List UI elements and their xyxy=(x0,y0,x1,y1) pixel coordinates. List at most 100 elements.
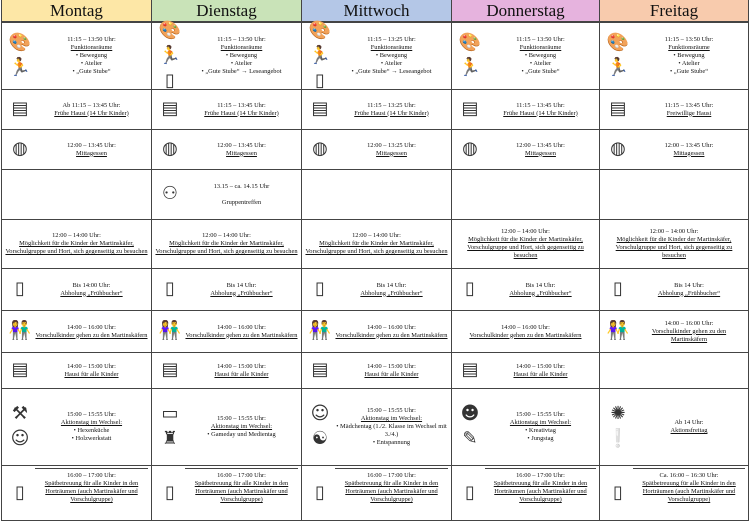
spaghetti-icon: ◍ xyxy=(462,138,478,160)
homework-icon: ▤ xyxy=(11,98,29,120)
time-label: 15:00 – 15:55 Uhr: xyxy=(67,411,116,418)
time-label: 12:00 – 13:45 Uhr: xyxy=(217,141,266,149)
cell-text: Bis 14 Uhr: Abholung „Frühbucher“ xyxy=(485,282,596,298)
bullet-item: Kreativtag xyxy=(485,427,596,435)
activity-title: Abholung „Frühbucher“ xyxy=(509,289,572,297)
time-label: 16:00 – 17:00 Uhr: xyxy=(367,472,416,479)
time-label: 14:00 – 15:00 Uhr: xyxy=(67,362,116,370)
carpenter-icon: ⚒ xyxy=(11,403,29,425)
schedule-cell: ▯ 16:00 – 17:00 Uhr: Spätbetreuung für all… xyxy=(451,465,599,520)
cell-icons: ▯ xyxy=(603,482,633,504)
schedule-cell: ▯ Bis 14 Uhr: Abholung „Frühbucher“ xyxy=(301,268,451,310)
schedule-cell: ▤ 11:15 – 13:45 Uhr: Freiwillige Hausi xyxy=(599,89,748,129)
cell-icons: 🎨 🏃 ▯ xyxy=(305,20,335,92)
homework-icon: ▤ xyxy=(311,98,329,120)
activity-title: Aktionstag im Wechsel: xyxy=(60,419,123,426)
schedule-cell xyxy=(451,169,599,219)
cell-icons: ▯ xyxy=(455,278,485,301)
homework-icon: ▤ xyxy=(609,98,627,120)
schedule-cell: ▯ Bis 14:00 Uhr: Abholung „Frühbucher“ xyxy=(1,268,151,310)
day-header-mittwoch: Mittwoch xyxy=(301,0,451,22)
time-label: 12:00 – 14:00 Uhr: xyxy=(649,228,699,235)
activity-label: Gruppentreffen xyxy=(221,198,262,206)
cell-text: 15:00 – 15:55 Uhr: Aktionstag im Wechsel:… xyxy=(35,411,148,443)
activity-title: Möglichkeit für die Kinder der Martinskä… xyxy=(467,236,584,259)
meditation-icon: ☯ xyxy=(311,428,329,450)
schedule-cell: ▭ ♜ 15:00 – 15:55 Uhr: Aktionstag im Wechse… xyxy=(151,388,301,465)
schedule-cell xyxy=(599,352,748,388)
activity-title: Aktionsfreitag xyxy=(670,427,708,434)
day-header-donnerstag: Donnerstag xyxy=(451,0,599,22)
schedule-cell: 14:00 – 16:00 Uhr: Vorschulkinder gehen z… xyxy=(451,310,599,352)
cell-icons: ▯ xyxy=(305,278,335,301)
homework-icon: ▤ xyxy=(161,359,179,381)
time-label: 12:00 – 14:00 Uhr: xyxy=(352,232,401,239)
door-icon: ▯ xyxy=(15,481,25,503)
kids-icon: 👫 xyxy=(606,320,630,342)
bullet-item: Bewegung xyxy=(633,52,745,60)
spaghetti-icon: ◍ xyxy=(162,138,178,160)
door-icon: ▯ xyxy=(465,481,475,503)
cell-text: 11:15 – 13:50 Uhr: FunktionsräumeBewegun… xyxy=(35,36,148,76)
time-label: 12:00 – 13:45 Uhr: xyxy=(516,141,565,149)
cell-text: Bis 14 Uhr: Abholung „Frühbucher“ xyxy=(185,282,298,298)
time-label: 11:15 – 13:50 Uhr: xyxy=(664,36,714,43)
homework-icon: ▤ xyxy=(311,359,329,381)
time-label: Ab 14 Uhr: xyxy=(674,419,704,426)
schedule-cell xyxy=(1,169,151,219)
schedule-cell: ▯ 16:00 – 17:00 Uhr: Spätbetreuung für all… xyxy=(1,465,151,520)
activity-title: Möglichkeit für die Kinder der Martinskä… xyxy=(155,240,298,255)
schedule-cell: ☻ ✎ 15:00 – 15:55 Uhr: Aktionstag im Wechse… xyxy=(451,388,599,465)
activity-title: Aktionstag im Wechsel: xyxy=(509,419,572,426)
time-label: Ab 11:15 – 13:45 Uhr: xyxy=(62,101,121,109)
activity-title: Funktionsräume xyxy=(370,44,413,51)
schedule-cell: 🎨 🏃 ▯ 11:15 – 13:50 Uhr: FunktionsräumeBewe… xyxy=(151,20,301,92)
activity-title: Frühe Hausi (14 Uhr Kinder) xyxy=(54,109,129,117)
cell-text: 11:15 – 13:45 Uhr: Frühe Hausi (14 Uhr Ki… xyxy=(185,102,298,118)
cell-icons: 🎨 🏃 xyxy=(603,32,633,80)
bullet-item: „Gute Stube“ → Leseangebot xyxy=(335,68,448,76)
bullet-item: Atelier xyxy=(335,60,448,68)
cell-text: 11:15 – 13:50 Uhr: FunktionsräumeBewegun… xyxy=(185,36,298,76)
schedule-cell: ▤ 11:15 – 13:45 Uhr: Frühe Hausi (14 Uhr K… xyxy=(151,89,301,129)
cell-text: Ab 14 Uhr: Aktionsfreitag xyxy=(633,419,745,435)
bullet-item: Bewegung xyxy=(185,52,298,60)
witch-icon: ☺ xyxy=(10,428,30,450)
cell-icons: ▤ xyxy=(5,359,35,382)
cell-text: 15:00 – 15:55 Uhr: Aktionstag im Wechsel:… xyxy=(185,415,298,439)
schedule-cell: 12:00 – 14:00 Uhr: Möglichkeit für die Ki… xyxy=(301,219,451,268)
cell-icons: 🎨 🏃 ▯ xyxy=(155,20,185,92)
time-label: 15:00 – 15:55 Uhr: xyxy=(516,411,565,418)
boy-icon: ☻ xyxy=(460,403,480,425)
schedule-cell: 🎨🏃11:15 – 13:50 Uhr: FunktionsräumeBeweg… xyxy=(599,22,748,89)
cell-icons: ◍ xyxy=(305,138,335,161)
time-label: 14:00 – 16:00 Uhr: xyxy=(217,323,266,331)
cell-text: Bis 14 Uhr: Abholung „Frühbucher“ xyxy=(633,282,745,298)
cell-text: Ca. 16:00 – 16:30 Uhr: Spätbetreuung für … xyxy=(633,468,745,504)
activity-title: Frühe Hausi (14 Uhr Kinder) xyxy=(503,109,578,117)
time-label: Bis 14 Uhr: xyxy=(226,281,257,289)
bullet-item: Hexenküche xyxy=(35,427,148,435)
time-label: 11:15 – 13:45 Uhr: xyxy=(217,101,266,109)
spaghetti-icon: ◍ xyxy=(610,138,626,160)
bullet-item: Bewegung xyxy=(485,52,596,60)
cell-text: 11:15 – 13:45 Uhr: Frühe Hausi (14 Uhr Ki… xyxy=(485,102,596,118)
spaghetti-icon: ◍ xyxy=(312,138,328,160)
runner-icon: 🏃 xyxy=(458,57,482,79)
schedule-cell: ☺ ☯ 15:00 – 15:55 Uhr: Aktionstag im Wechse… xyxy=(301,388,451,465)
activity-title: Spätbetreuung für alle Kinder in den Hor… xyxy=(344,480,439,503)
time-label: 15:00 – 15:55 Uhr: xyxy=(217,415,266,422)
time-label: 14:00 – 16:00 Uhr: xyxy=(501,323,550,331)
cell-text: 14:00 – 16:00 Uhr: Vorschulkinder gehen z… xyxy=(335,324,448,340)
schedule-cell: ◍ 12:00 – 13:45 Uhr: Mittagessen xyxy=(1,129,151,169)
schedule-cell: 👫 14:00 – 16:00 Uhr: Vorschulkinder gehen … xyxy=(301,310,451,352)
activity-title: Hausi für alle Kinder xyxy=(64,370,119,378)
kids-icon: 👫 xyxy=(8,320,32,342)
activity-title: Funktionsräume xyxy=(220,44,263,51)
cell-text: 14:00 – 15:00 Uhr: Hausi für alle Kinder xyxy=(35,363,148,379)
door-icon: ▯ xyxy=(15,278,25,300)
schedule-cell: ▤ 14:00 – 15:00 Uhr: Hausi für alle Kinder xyxy=(451,352,599,388)
schedule-cell: ▤ 14:00 – 15:00 Uhr: Hausi für alle Kinder xyxy=(301,352,451,388)
time-label: 11:15 – 13:50 Uhr: xyxy=(217,36,266,43)
